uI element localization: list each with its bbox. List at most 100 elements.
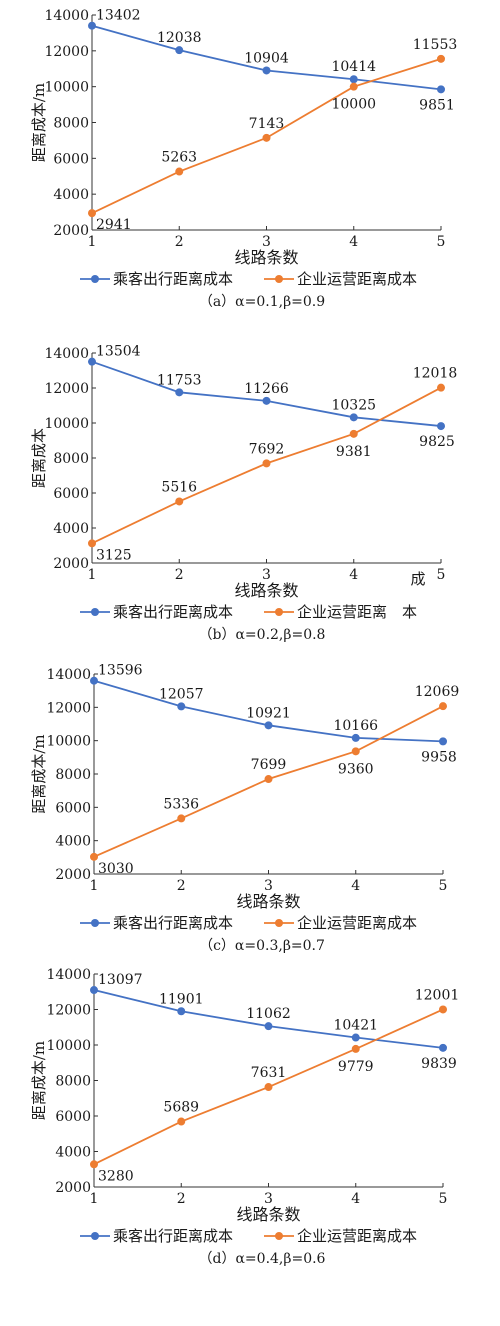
chart-caption: （a）α=0.1,β=0.9 <box>199 294 325 310</box>
data-point-2 <box>90 1160 98 1169</box>
y-tick-label: 10000 <box>46 1038 91 1054</box>
data-point-2 <box>351 747 360 756</box>
x-axis-title: 线路条数 <box>236 892 300 911</box>
legend-label-2: 企业运营距离成本 <box>297 914 417 932</box>
legend-marker-2 <box>275 275 283 283</box>
data-label-1: 10921 <box>246 705 291 721</box>
legend-label-1: 乘客出行距离成本 <box>113 270 233 288</box>
data-point-2 <box>437 383 445 392</box>
x-tick-label: 2 <box>175 234 184 250</box>
x-tick-label: 4 <box>349 234 358 250</box>
x-tick-label: 1 <box>88 567 97 583</box>
y-tick-label: 2000 <box>53 556 89 572</box>
data-label-2: 2941 <box>96 217 132 233</box>
data-label-1: 9825 <box>419 434 455 450</box>
x-tick-label: 1 <box>90 878 99 894</box>
y-axis-title: 距离成本/m <box>30 1041 48 1120</box>
data-point-2 <box>175 497 184 506</box>
data-point-1 <box>264 1022 273 1031</box>
y-tick-label: 12000 <box>46 1003 91 1019</box>
x-tick-label: 3 <box>264 878 273 894</box>
y-tick-label: 10000 <box>46 734 91 750</box>
data-point-1 <box>349 413 358 422</box>
y-tick-label: 8000 <box>53 116 89 132</box>
data-point-1 <box>88 21 96 30</box>
stray-text: 成 <box>410 570 425 588</box>
data-point-2 <box>175 167 184 176</box>
data-point-1 <box>349 75 358 84</box>
legend-label-2: 企业运营距离成本 <box>297 270 417 288</box>
data-label-2: 7631 <box>251 1065 287 1081</box>
y-tick-label: 4000 <box>53 187 89 203</box>
legend-marker-2 <box>275 1232 283 1240</box>
y-tick-label: 10000 <box>44 416 89 432</box>
y-tick-label: 14000 <box>44 8 89 24</box>
x-tick-label: 3 <box>264 1191 273 1207</box>
legend-marker-2 <box>275 919 283 927</box>
data-label-1: 10325 <box>331 397 376 413</box>
data-point-2 <box>177 814 186 823</box>
y-tick-label: 6000 <box>53 151 89 167</box>
y-tick-label: 6000 <box>55 800 91 816</box>
data-label-2: 11553 <box>413 37 458 53</box>
data-label-1: 11062 <box>246 1006 291 1022</box>
y-tick-label: 10000 <box>44 80 89 96</box>
legend-marker-1 <box>91 608 99 616</box>
y-tick-label: 12000 <box>44 44 89 60</box>
data-label-2: 9381 <box>336 444 372 460</box>
data-point-1 <box>351 733 360 742</box>
data-point-1 <box>264 721 273 730</box>
data-label-2: 12001 <box>415 987 460 1003</box>
data-label-1: 13504 <box>96 344 141 360</box>
legend-label-1: 乘客出行距离成本 <box>113 1227 233 1245</box>
data-label-1: 10166 <box>333 718 378 734</box>
data-label-1: 12057 <box>159 686 204 702</box>
data-label-1: 11901 <box>159 991 204 1007</box>
data-label-2: 12069 <box>415 684 460 700</box>
data-point-2 <box>351 1044 360 1053</box>
y-tick-label: 8000 <box>55 767 91 783</box>
data-point-2 <box>264 775 273 784</box>
data-label-1: 9958 <box>421 749 457 765</box>
data-label-2: 5336 <box>163 796 199 812</box>
data-point-2 <box>177 1117 186 1126</box>
data-label-1: 11753 <box>157 372 202 388</box>
x-tick-label: 5 <box>437 234 446 250</box>
x-tick-label: 3 <box>262 234 271 250</box>
data-label-1: 13402 <box>96 8 141 24</box>
legend-marker-1 <box>91 275 99 283</box>
data-label-1: 12038 <box>157 30 202 46</box>
y-tick-label: 6000 <box>55 1109 91 1125</box>
data-label-1: 10421 <box>333 1018 378 1034</box>
x-tick-label: 1 <box>90 1191 99 1207</box>
data-point-2 <box>437 54 445 63</box>
legend-marker-2 <box>275 608 283 616</box>
legend-marker-1 <box>91 919 99 927</box>
y-tick-label: 12000 <box>44 381 89 397</box>
data-point-1 <box>262 396 271 405</box>
y-tick-label: 2000 <box>55 1180 91 1196</box>
data-point-1 <box>175 46 184 55</box>
data-point-2 <box>90 852 98 861</box>
x-tick-label: 5 <box>437 567 446 583</box>
data-label-1: 10414 <box>331 59 376 75</box>
data-point-2 <box>88 209 96 218</box>
data-point-1 <box>90 676 98 685</box>
data-label-2: 10000 <box>331 97 376 113</box>
data-point-1 <box>351 1033 360 1042</box>
x-axis-title: 线路条数 <box>234 248 298 267</box>
data-label-2: 3030 <box>98 861 134 877</box>
chart-caption: （b）α=0.2,β=0.8 <box>199 627 326 643</box>
y-axis-title: 距离成本/m <box>30 734 48 813</box>
y-tick-label: 2000 <box>55 867 91 883</box>
data-point-1 <box>439 737 447 746</box>
data-point-2 <box>88 539 96 548</box>
data-label-2: 7692 <box>249 441 285 457</box>
data-point-1 <box>437 85 445 94</box>
y-tick-label: 14000 <box>46 967 91 983</box>
chart-caption: （c）α=0.3,β=0.7 <box>199 938 325 954</box>
data-point-1 <box>262 66 271 75</box>
data-point-2 <box>262 133 271 142</box>
data-point-2 <box>439 702 447 711</box>
data-label-1: 9839 <box>421 1056 457 1072</box>
